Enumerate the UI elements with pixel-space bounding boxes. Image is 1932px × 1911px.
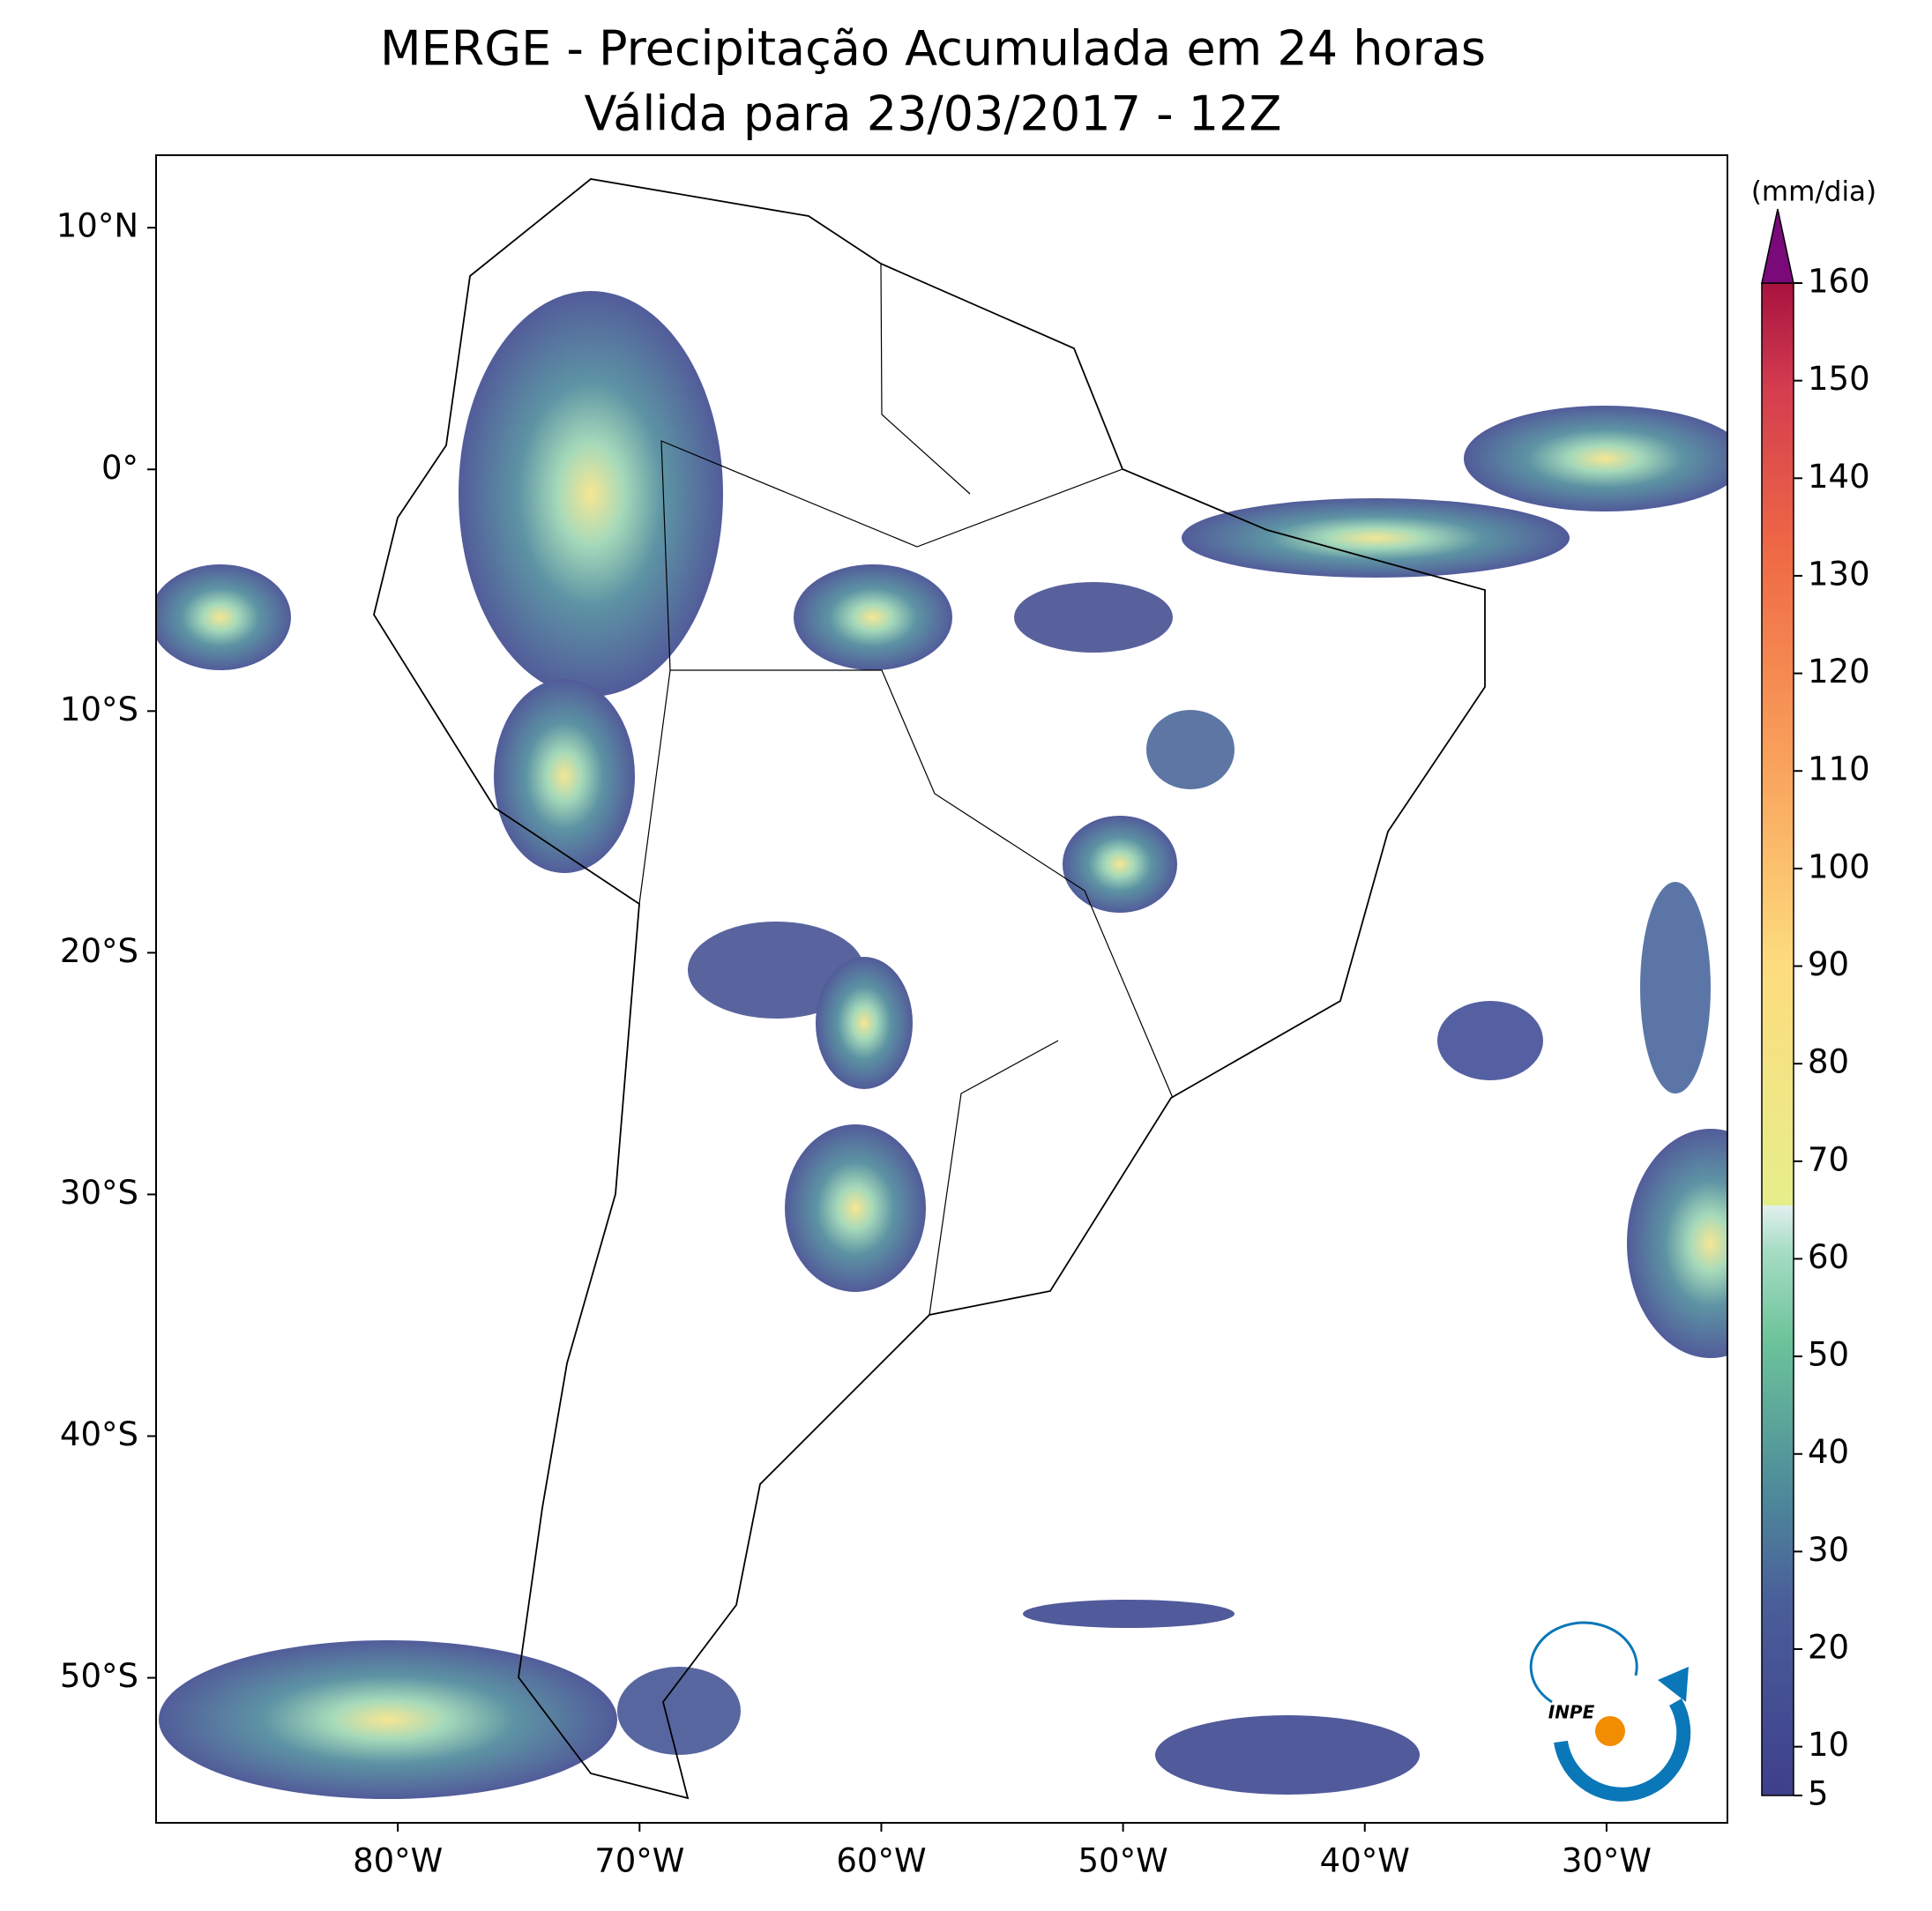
y-tick-label: 10°S [60, 690, 138, 728]
colorbar-label: (mm/dia) [1751, 176, 1876, 208]
title: MERGE - Precipitação Acumulada em 24 hor… [380, 21, 1486, 77]
colorbar-tick-label: 80 [1808, 1043, 1849, 1081]
colorbar-tick-label: 10 [1808, 1726, 1849, 1764]
logo-text: INPE [1548, 1702, 1595, 1723]
colorbar-tick-label: 60 [1808, 1238, 1849, 1276]
y-tick-label: 20°S [60, 932, 138, 970]
x-tick-label: 70°W [594, 1842, 684, 1880]
colorbar-tick-label: 20 [1808, 1629, 1849, 1667]
colorbar-tick-label: 50 [1808, 1336, 1849, 1374]
y-tick-label: 10°N [56, 207, 138, 245]
x-tick-label: 80°W [353, 1842, 443, 1880]
colorbar-extension [1761, 208, 1794, 284]
colorbar [1761, 282, 1794, 1796]
colorbar-tick-label: 160 [1808, 263, 1870, 301]
x-tick-label: 40°W [1320, 1842, 1410, 1880]
y-tick-label: 50°S [60, 1657, 138, 1695]
colorbar-tick-label: 130 [1808, 555, 1870, 593]
borders [638, 263, 1174, 1316]
colorbar-tick-label: 110 [1808, 750, 1870, 788]
y-tick-label: 0° [101, 449, 138, 487]
subtitle: Válida para 23/03/2017 - 12Z [585, 86, 1282, 142]
precipitation [156, 291, 1727, 1799]
logo: INPE [1529, 1621, 1691, 1802]
map-area [156, 178, 1727, 1800]
colorbar-tick-label: 150 [1808, 360, 1870, 398]
colorbar-tick-label: 90 [1808, 945, 1849, 983]
colorbar-tick-label: 120 [1808, 653, 1870, 690]
colorbar-tick-label: 140 [1808, 458, 1870, 496]
colorbar-tick-label: 100 [1808, 847, 1870, 885]
colorbar-tick-label: 5 [1808, 1775, 1829, 1813]
x-tick-label: 60°W [836, 1842, 926, 1880]
coastline [373, 178, 1486, 1800]
y-tick-label: 30°S [60, 1174, 138, 1212]
map-frame [155, 154, 1728, 1824]
colorbar-tick-label: 70 [1808, 1140, 1849, 1178]
colorbar-tick-label: 30 [1808, 1531, 1849, 1569]
x-tick-label: 30°W [1562, 1842, 1652, 1880]
y-tick-label: 40°S [60, 1415, 138, 1453]
colorbar-tick-label: 40 [1808, 1433, 1849, 1471]
x-tick-label: 50°W [1078, 1842, 1168, 1880]
